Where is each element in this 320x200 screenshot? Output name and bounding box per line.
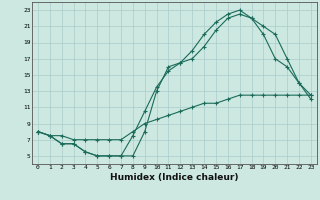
X-axis label: Humidex (Indice chaleur): Humidex (Indice chaleur): [110, 173, 239, 182]
